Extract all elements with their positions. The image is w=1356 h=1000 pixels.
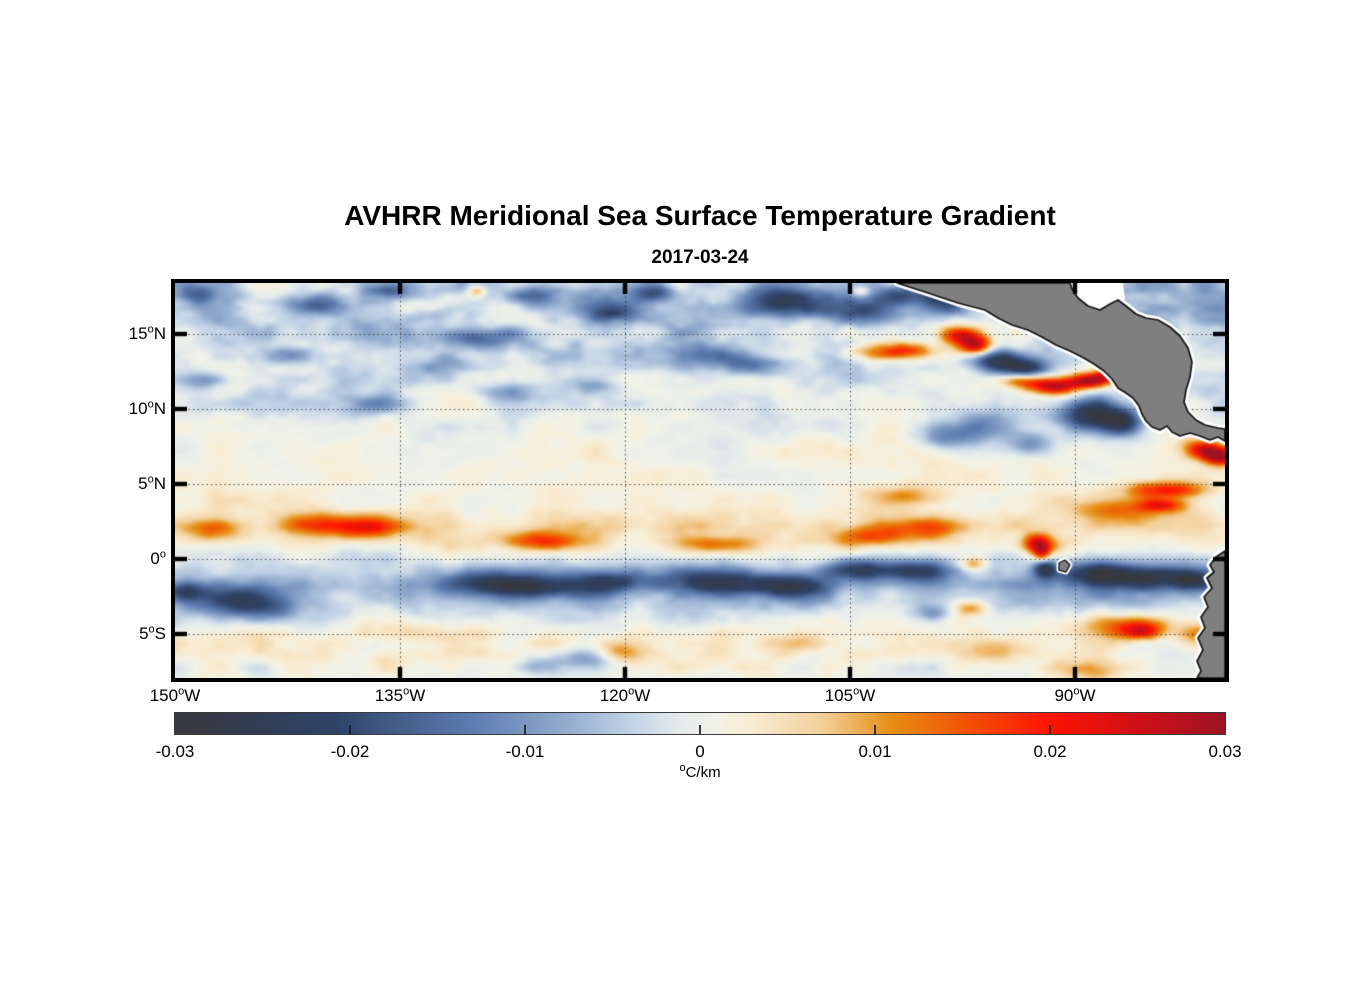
x-tick-label: 120oW [599,685,651,705]
y-tick-label: 10oN [128,398,166,418]
colorbar-tick-mark [699,725,701,734]
degree-symbol: o [679,762,686,774]
sst-gradient-field-canvas [175,283,1225,678]
colorbar-gradient [175,713,1225,734]
colorbar-tick-label: 0 [695,742,705,761]
colorbar-tick-label: 0.03 [1208,742,1242,761]
y-tick-label: 5oS [139,623,166,643]
colorbar-unit-label: oC/km [600,762,800,782]
x-tick-label: 150oW [149,685,201,705]
figure-date-subtitle: 2017-03-24 [651,247,749,268]
colorbar-tick-label: -0.02 [330,742,370,761]
x-tick-label: 90oW [1054,685,1096,705]
colorbar [174,712,1226,735]
y-tick-label: 5oN [138,473,166,493]
colorbar-tick-label: 0.02 [1033,742,1067,761]
figure-title: AVHRR Meridional Sea Surface Temperature… [344,200,1056,231]
x-tick-label: 135oW [374,685,426,705]
colorbar-tick-label: -0.01 [505,742,545,761]
colorbar-tick-label: 0.01 [858,742,892,761]
y-tick-label: 0o [150,548,166,568]
y-tick-label: 15oN [128,323,166,343]
map-axes-frame [171,279,1229,682]
colorbar-tick-mark [874,725,876,734]
colorbar-tick-mark [524,725,526,734]
unit-text: C/km [685,764,721,781]
colorbar-tick-mark [1049,725,1051,734]
x-tick-label: 105oW [824,685,876,705]
colorbar-tick-mark [349,725,351,734]
colorbar-tick-label: -0.03 [155,742,195,761]
